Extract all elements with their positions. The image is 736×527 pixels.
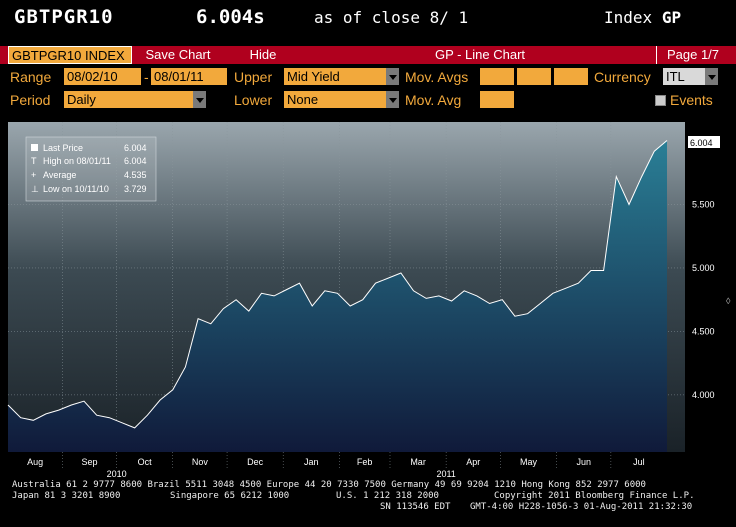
chevron-down-icon[interactable] bbox=[193, 91, 206, 108]
function-code: GP bbox=[661, 8, 682, 27]
range-separator: - bbox=[144, 69, 149, 85]
last-price-tag-box bbox=[688, 136, 720, 148]
x-tick-label: Apr bbox=[466, 457, 480, 467]
year-label: 2010 bbox=[107, 469, 127, 479]
legend-average-label: Average bbox=[43, 170, 76, 180]
x-tick-label: Nov bbox=[192, 457, 209, 467]
legend-last-value: 6.004 bbox=[124, 143, 147, 153]
x-tick-label: Jul bbox=[633, 457, 645, 467]
footer-timestamp: GMT-4:00 H228-1056-3 01-Aug-2011 21:32:3… bbox=[470, 502, 693, 512]
low-marker-icon: ⊥ bbox=[31, 184, 39, 194]
security-tab[interactable]: GBTPGR10 INDEX bbox=[8, 46, 132, 64]
footer-contacts-us: U.S. 1 212 318 2000 bbox=[336, 491, 439, 501]
price-area bbox=[8, 140, 667, 452]
y-tick-label: 5.000 bbox=[692, 263, 715, 273]
x-tick-label: Dec bbox=[247, 457, 264, 467]
legend-low-value: 3.729 bbox=[124, 184, 147, 194]
legend-average-value: 4.535 bbox=[124, 170, 147, 180]
scroll-handle-icon[interactable]: ◊ bbox=[726, 296, 731, 306]
events-label: Events bbox=[670, 92, 713, 108]
chevron-down-icon[interactable] bbox=[386, 91, 399, 108]
x-tick-label: Jan bbox=[304, 457, 319, 467]
mov-avgs-label: Mov. Avgs bbox=[405, 69, 469, 85]
footer-copyright: Copyright 2011 Bloomberg Finance L.P. bbox=[494, 491, 695, 501]
price-legend: Last Price 6.004 T High on 08/01/11 6.00… bbox=[25, 136, 157, 202]
chevron-down-icon[interactable] bbox=[705, 68, 718, 85]
lower-label: Lower bbox=[234, 92, 273, 108]
range-end-input[interactable]: 08/01/11 bbox=[151, 68, 227, 85]
ticker-symbol: GBTPGR10 bbox=[14, 6, 114, 28]
y-tick-label: 5.500 bbox=[692, 200, 715, 210]
save-chart-button[interactable]: Save Chart bbox=[145, 47, 211, 62]
upper-select[interactable]: Mid Yield bbox=[284, 68, 399, 85]
last-price-swatch bbox=[31, 144, 38, 151]
mov-avg-3-input[interactable] bbox=[554, 68, 588, 85]
x-tick-label: Jun bbox=[576, 457, 591, 467]
period-row: Period Daily Lower None Mov. Avg Events bbox=[0, 90, 736, 110]
period-select-value: Daily bbox=[67, 92, 96, 107]
chevron-down-icon[interactable] bbox=[386, 68, 399, 85]
legend-last-label: Last Price bbox=[43, 143, 83, 153]
range-start-input[interactable]: 08/02/10 bbox=[64, 68, 141, 85]
mov-avg-lower-input[interactable] bbox=[480, 91, 514, 108]
mov-avg-label: Mov. Avg bbox=[405, 92, 462, 108]
legend-high-value: 6.004 bbox=[124, 156, 147, 166]
menu-bar: GBTPGR10 INDEX Save Chart Hide GP - Line… bbox=[0, 46, 736, 64]
legend-high-label: High on 08/01/11 bbox=[43, 156, 111, 166]
upper-label: Upper bbox=[234, 69, 273, 85]
footer-sn: SN 113546 EDT bbox=[380, 502, 451, 512]
currency-select[interactable]: ITL bbox=[663, 68, 718, 85]
last-price: 6.004s bbox=[196, 6, 265, 28]
x-tick-label: Aug bbox=[27, 457, 43, 467]
price-line bbox=[7, 140, 668, 429]
hide-button[interactable]: Hide bbox=[249, 47, 277, 62]
x-tick-label: May bbox=[520, 457, 538, 467]
high-marker-icon: T bbox=[31, 156, 37, 166]
currency-label: Currency bbox=[594, 69, 651, 85]
x-tick-label: Oct bbox=[138, 457, 153, 467]
page-indicator[interactable]: Page 1/7 bbox=[656, 46, 729, 64]
line-chart[interactable]: 4.000 4.500 5.000 5.500 Aug Sep Oct Nov Dec Jan F… bbox=[0, 118, 736, 480]
legend-box bbox=[25, 136, 157, 202]
mov-avg-1-input[interactable] bbox=[480, 68, 514, 85]
period-select[interactable]: Daily bbox=[64, 91, 206, 108]
range-row: Range 08/02/10 - 08/01/11 Upper Mid Yiel… bbox=[0, 67, 736, 87]
x-tick-label: Sep bbox=[81, 457, 97, 467]
year-label: 2011 bbox=[436, 469, 455, 479]
index-label: Index bbox=[604, 8, 653, 27]
y-tick-label: 4.000 bbox=[692, 390, 715, 400]
footer-contacts-japan: Japan 81 3 3201 8900 bbox=[12, 491, 121, 501]
period-label: Period bbox=[10, 92, 51, 108]
title-bar: GBTPGR10 6.004s as of close 8/ 1 Index G… bbox=[0, 0, 736, 44]
legend-low-label: Low on 10/11/10 bbox=[43, 184, 109, 194]
x-tick-label: Feb bbox=[357, 457, 373, 467]
footer-contacts-1: Australia 61 2 9777 8600 Brazil 5511 304… bbox=[12, 480, 646, 490]
footer-contacts-singapore: Singapore 65 6212 1000 bbox=[170, 491, 290, 501]
as-of-date: as of close 8/ 1 bbox=[314, 8, 469, 27]
x-axis: Aug Sep Oct Nov Dec Jan Feb Mar Apr May Jun Jul 2010… bbox=[27, 457, 645, 479]
security-type: Index GP bbox=[604, 8, 681, 27]
y-tick-label: 4.500 bbox=[692, 326, 715, 336]
last-price-tag: 6.004 bbox=[688, 136, 720, 148]
y-axis: 4.000 4.500 5.000 5.500 bbox=[692, 200, 715, 400]
lower-select[interactable]: None bbox=[284, 91, 399, 108]
mov-avg-2-input[interactable] bbox=[517, 68, 551, 85]
upper-select-value: Mid Yield bbox=[287, 69, 340, 84]
currency-select-value: ITL bbox=[666, 69, 685, 84]
events-checkbox[interactable] bbox=[655, 95, 666, 106]
last-price-tag-label: 6.004 bbox=[690, 138, 713, 148]
average-marker-icon: + bbox=[31, 170, 36, 180]
x-tick-label: Mar bbox=[410, 457, 426, 467]
chart-title: GP - Line Chart bbox=[434, 47, 526, 62]
lower-select-value: None bbox=[287, 92, 319, 107]
range-label: Range bbox=[10, 69, 52, 85]
